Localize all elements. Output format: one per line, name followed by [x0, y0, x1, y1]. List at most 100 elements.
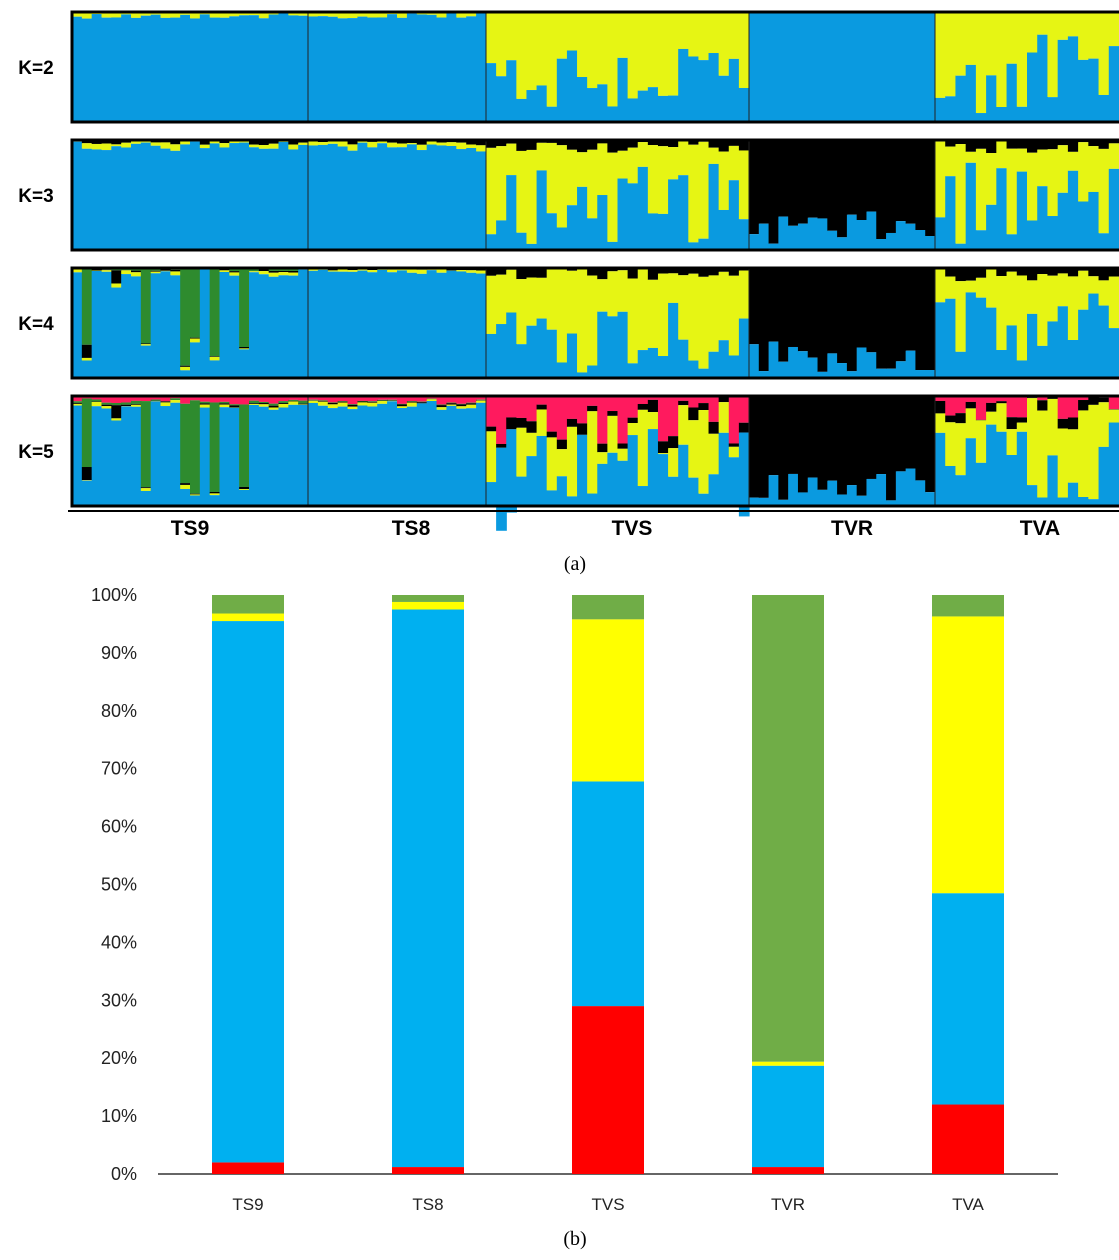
- structure-segment-blue: [437, 18, 447, 122]
- structure-segment-green: [229, 404, 239, 405]
- structure-segment-green: [180, 268, 190, 366]
- y-tick-label: 80%: [101, 701, 137, 721]
- structure-segment-black: [111, 405, 121, 418]
- structure-segment-blue: [1017, 172, 1028, 250]
- structure-segment-black: [170, 270, 180, 272]
- structure-segment-blue: [279, 408, 289, 507]
- structure-segment-yellow: [1058, 12, 1069, 40]
- structure-segment-blue: [131, 407, 141, 506]
- structure-segment-blue: [210, 495, 220, 506]
- structure-segment-yellow: [547, 143, 558, 213]
- structure-segment-blue: [827, 13, 837, 122]
- structure-segment-yellow: [486, 276, 497, 334]
- structure-segment-yellow: [1058, 428, 1069, 497]
- y-tick-label: 30%: [101, 990, 137, 1010]
- structure-segment-blue: [966, 65, 977, 122]
- structure-segment-yellow: [1017, 423, 1028, 432]
- structure-segment-blue: [648, 87, 659, 122]
- structure-segment-black: [516, 140, 527, 151]
- structure-segment-blue: [427, 401, 437, 506]
- structure-segment-red: [486, 396, 497, 427]
- structure-segment-yellow: [288, 145, 298, 150]
- structure-segment-yellow: [648, 12, 659, 87]
- structure-segment-blue: [446, 13, 456, 122]
- structure-segment-red: [1058, 396, 1069, 419]
- structure-segment-yellow: [618, 449, 629, 461]
- structure-segment-blue: [1088, 59, 1099, 122]
- structure-segment-yellow: [688, 420, 699, 477]
- structure-segment-blue: [427, 15, 437, 122]
- structure-segment-yellow: [1007, 429, 1018, 455]
- structure-segment-yellow: [1088, 12, 1099, 59]
- structure-segment-blue: [180, 144, 190, 250]
- bar-segment-ts9-0: [212, 1162, 284, 1174]
- structure-segment-yellow: [269, 273, 279, 277]
- structure-segment-blue: [466, 408, 476, 506]
- structure-segment-green: [210, 402, 220, 492]
- structure-segment-black: [506, 417, 517, 429]
- structure-segment-black: [729, 443, 740, 446]
- structure-segment-blue: [886, 13, 896, 122]
- population-label-ts8: TS8: [392, 517, 431, 540]
- structure-segment-black: [547, 432, 558, 438]
- structure-segment-green: [397, 404, 407, 405]
- structure-segment-blue: [818, 13, 828, 122]
- structure-segment-black: [769, 140, 779, 244]
- structure-segment-blue: [200, 14, 210, 122]
- structure-segment-yellow: [496, 146, 507, 220]
- structure-segment-black: [876, 397, 886, 474]
- population-label-tva: TVA: [1020, 517, 1060, 540]
- structure-segment-black: [269, 271, 279, 273]
- structure-segment-blue: [945, 176, 956, 250]
- structure-segment-yellow: [526, 278, 537, 326]
- structure-segment-blue: [945, 466, 956, 506]
- structure-segment-yellow: [102, 406, 112, 408]
- structure-segment-yellow: [279, 404, 289, 407]
- structure-segment-blue: [788, 347, 798, 378]
- structure-segment-black: [1088, 396, 1099, 404]
- structure-segment-yellow: [92, 402, 102, 406]
- bar-segment-ts8-3: [392, 595, 464, 602]
- structure-segment-yellow: [709, 434, 720, 474]
- structure-segment-yellow: [1017, 149, 1028, 172]
- structure-segment-yellow: [1047, 276, 1058, 322]
- structure-segment-green: [437, 405, 447, 406]
- structure-segment-black: [808, 397, 818, 477]
- structure-segment-yellow: [102, 144, 112, 151]
- structure-segment-blue: [496, 76, 507, 122]
- structure-segment-yellow: [935, 142, 946, 218]
- structure-segment-blue: [308, 145, 318, 250]
- structure-segment-blue: [567, 51, 578, 123]
- structure-segment-blue: [1088, 192, 1099, 250]
- structure-segment-yellow: [131, 405, 141, 407]
- structure-segment-blue: [648, 429, 659, 506]
- structure-segment-red: [709, 396, 720, 422]
- structure-segment-blue: [1099, 306, 1110, 378]
- structure-segment-yellow: [1068, 152, 1079, 171]
- structure-segment-yellow: [486, 148, 497, 234]
- structure-segment-yellow: [239, 489, 249, 490]
- structure-segment-black: [886, 269, 896, 369]
- structure-segment-yellow: [417, 145, 427, 150]
- structure-segment-black: [537, 405, 548, 410]
- structure-segment-blue: [229, 276, 239, 378]
- structure-segment-yellow: [249, 145, 259, 148]
- structure-segment-blue: [526, 456, 537, 506]
- structure-segment-blue: [628, 98, 639, 122]
- structure-segment-yellow: [496, 12, 507, 76]
- structure-segment-blue: [486, 234, 497, 250]
- structure-segment-green: [476, 400, 486, 401]
- structure-segment-blue: [269, 277, 279, 378]
- structure-segment-green: [298, 401, 308, 404]
- structure-segment-yellow: [1027, 153, 1038, 221]
- structure-segment-yellow: [526, 433, 537, 456]
- structure-segment-yellow: [229, 272, 239, 275]
- structure-segment-black: [249, 403, 259, 404]
- structure-segment-yellow: [506, 144, 517, 175]
- structure-segment-blue: [220, 272, 230, 378]
- structure-segment-blue: [476, 274, 486, 378]
- structure-segment-yellow: [537, 12, 548, 85]
- structure-segment-yellow: [1037, 12, 1048, 35]
- structure-segment-blue: [151, 401, 161, 506]
- structure-segment-blue: [906, 351, 916, 378]
